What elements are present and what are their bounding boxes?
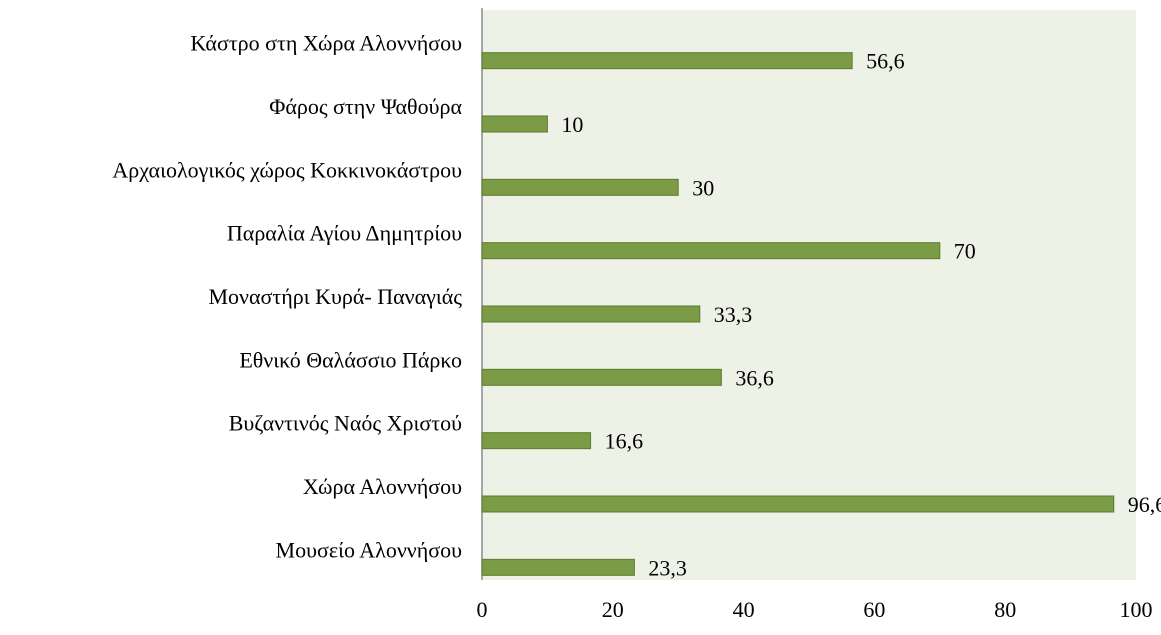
value-label: 70	[954, 239, 976, 264]
y-tick-label: Μουσείο Αλοννήσου	[276, 537, 463, 562]
bar	[481, 242, 941, 260]
y-tick-label: Αρχαιολογικός χώρος Κοκκινοκάστρου	[112, 157, 462, 182]
x-tick-label: 20	[602, 597, 624, 622]
y-tick-label: Εθνικό Θαλάσσιο Πάρκο	[239, 347, 462, 372]
value-label: 23,3	[648, 555, 687, 580]
x-tick-label: 40	[733, 597, 755, 622]
x-tick-label: 80	[994, 597, 1016, 622]
x-tick-label: 100	[1120, 597, 1153, 622]
bar	[481, 432, 592, 450]
value-label: 36,6	[735, 365, 774, 390]
bar	[481, 178, 679, 196]
value-label: 33,3	[714, 302, 753, 327]
x-tick-label: 0	[477, 597, 488, 622]
y-tick-label: Κάστρο στη Χώρα Αλοννήσου	[190, 31, 462, 56]
bar	[481, 368, 722, 386]
y-tick-label: Μοναστήρι Κυρά- Παναγιάς	[208, 284, 462, 309]
y-tick-label: Βυζαντινός Ναός Χριστού	[229, 411, 462, 436]
value-label: 16,6	[605, 429, 644, 454]
value-label: 56,6	[866, 49, 905, 74]
bar	[481, 52, 853, 70]
bar	[481, 115, 548, 133]
plot-area	[482, 10, 1136, 580]
value-label: 10	[561, 112, 583, 137]
bar	[481, 495, 1115, 513]
y-tick-label: Φάρος στην Ψαθούρα	[269, 94, 462, 119]
bar	[481, 305, 701, 323]
y-tick-label: Παραλία Αγίου Δημητρίου	[227, 221, 462, 246]
y-tick-label: Χώρα Αλοννήσου	[303, 474, 462, 499]
bar	[481, 558, 635, 576]
value-label: 96,6	[1128, 492, 1161, 517]
value-label: 30	[692, 175, 714, 200]
x-tick-label: 60	[863, 597, 885, 622]
